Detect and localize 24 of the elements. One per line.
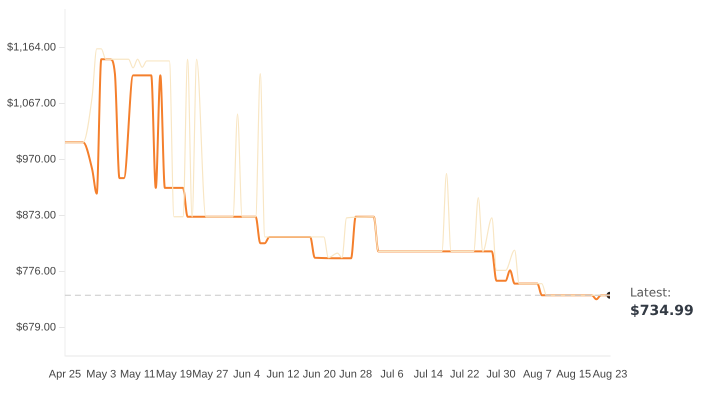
- x-tick-label: May 11: [120, 368, 156, 380]
- x-tick-label: Jun 4: [233, 368, 260, 380]
- y-tick-label: $1,067.00: [7, 98, 56, 110]
- x-tick-label: Jun 12: [266, 368, 300, 380]
- x-tick-label: Aug 23: [592, 368, 628, 380]
- text: $734.99: [630, 302, 694, 319]
- y-tick-label: $1,164.00: [7, 42, 56, 54]
- x-tick-label: May 27: [192, 368, 228, 380]
- y-tick-label: $679.00: [16, 322, 56, 334]
- x-tick-label: Apr 25: [48, 368, 82, 380]
- x-tick-label: Jul 14: [414, 368, 443, 380]
- y-tick-label: $776.00: [16, 266, 56, 278]
- x-tick-label: Jul 22: [450, 368, 480, 380]
- x-tick-label: Jun 28: [339, 368, 372, 380]
- y-tick-label: $873.00: [16, 210, 56, 222]
- y-tick-label: $970.00: [16, 154, 56, 166]
- x-tick-label: Aug 15: [556, 368, 592, 380]
- x-tick-label: May 19: [156, 368, 192, 380]
- x-tick-label: Jul 6: [380, 368, 404, 380]
- x-tick-label: Jul 30: [486, 368, 516, 380]
- x-tick-label: Jun 20: [302, 368, 336, 380]
- x-tick-label: Aug 7: [522, 368, 552, 380]
- x-tick-label: May 3: [86, 368, 116, 380]
- text: Latest:: [630, 285, 672, 300]
